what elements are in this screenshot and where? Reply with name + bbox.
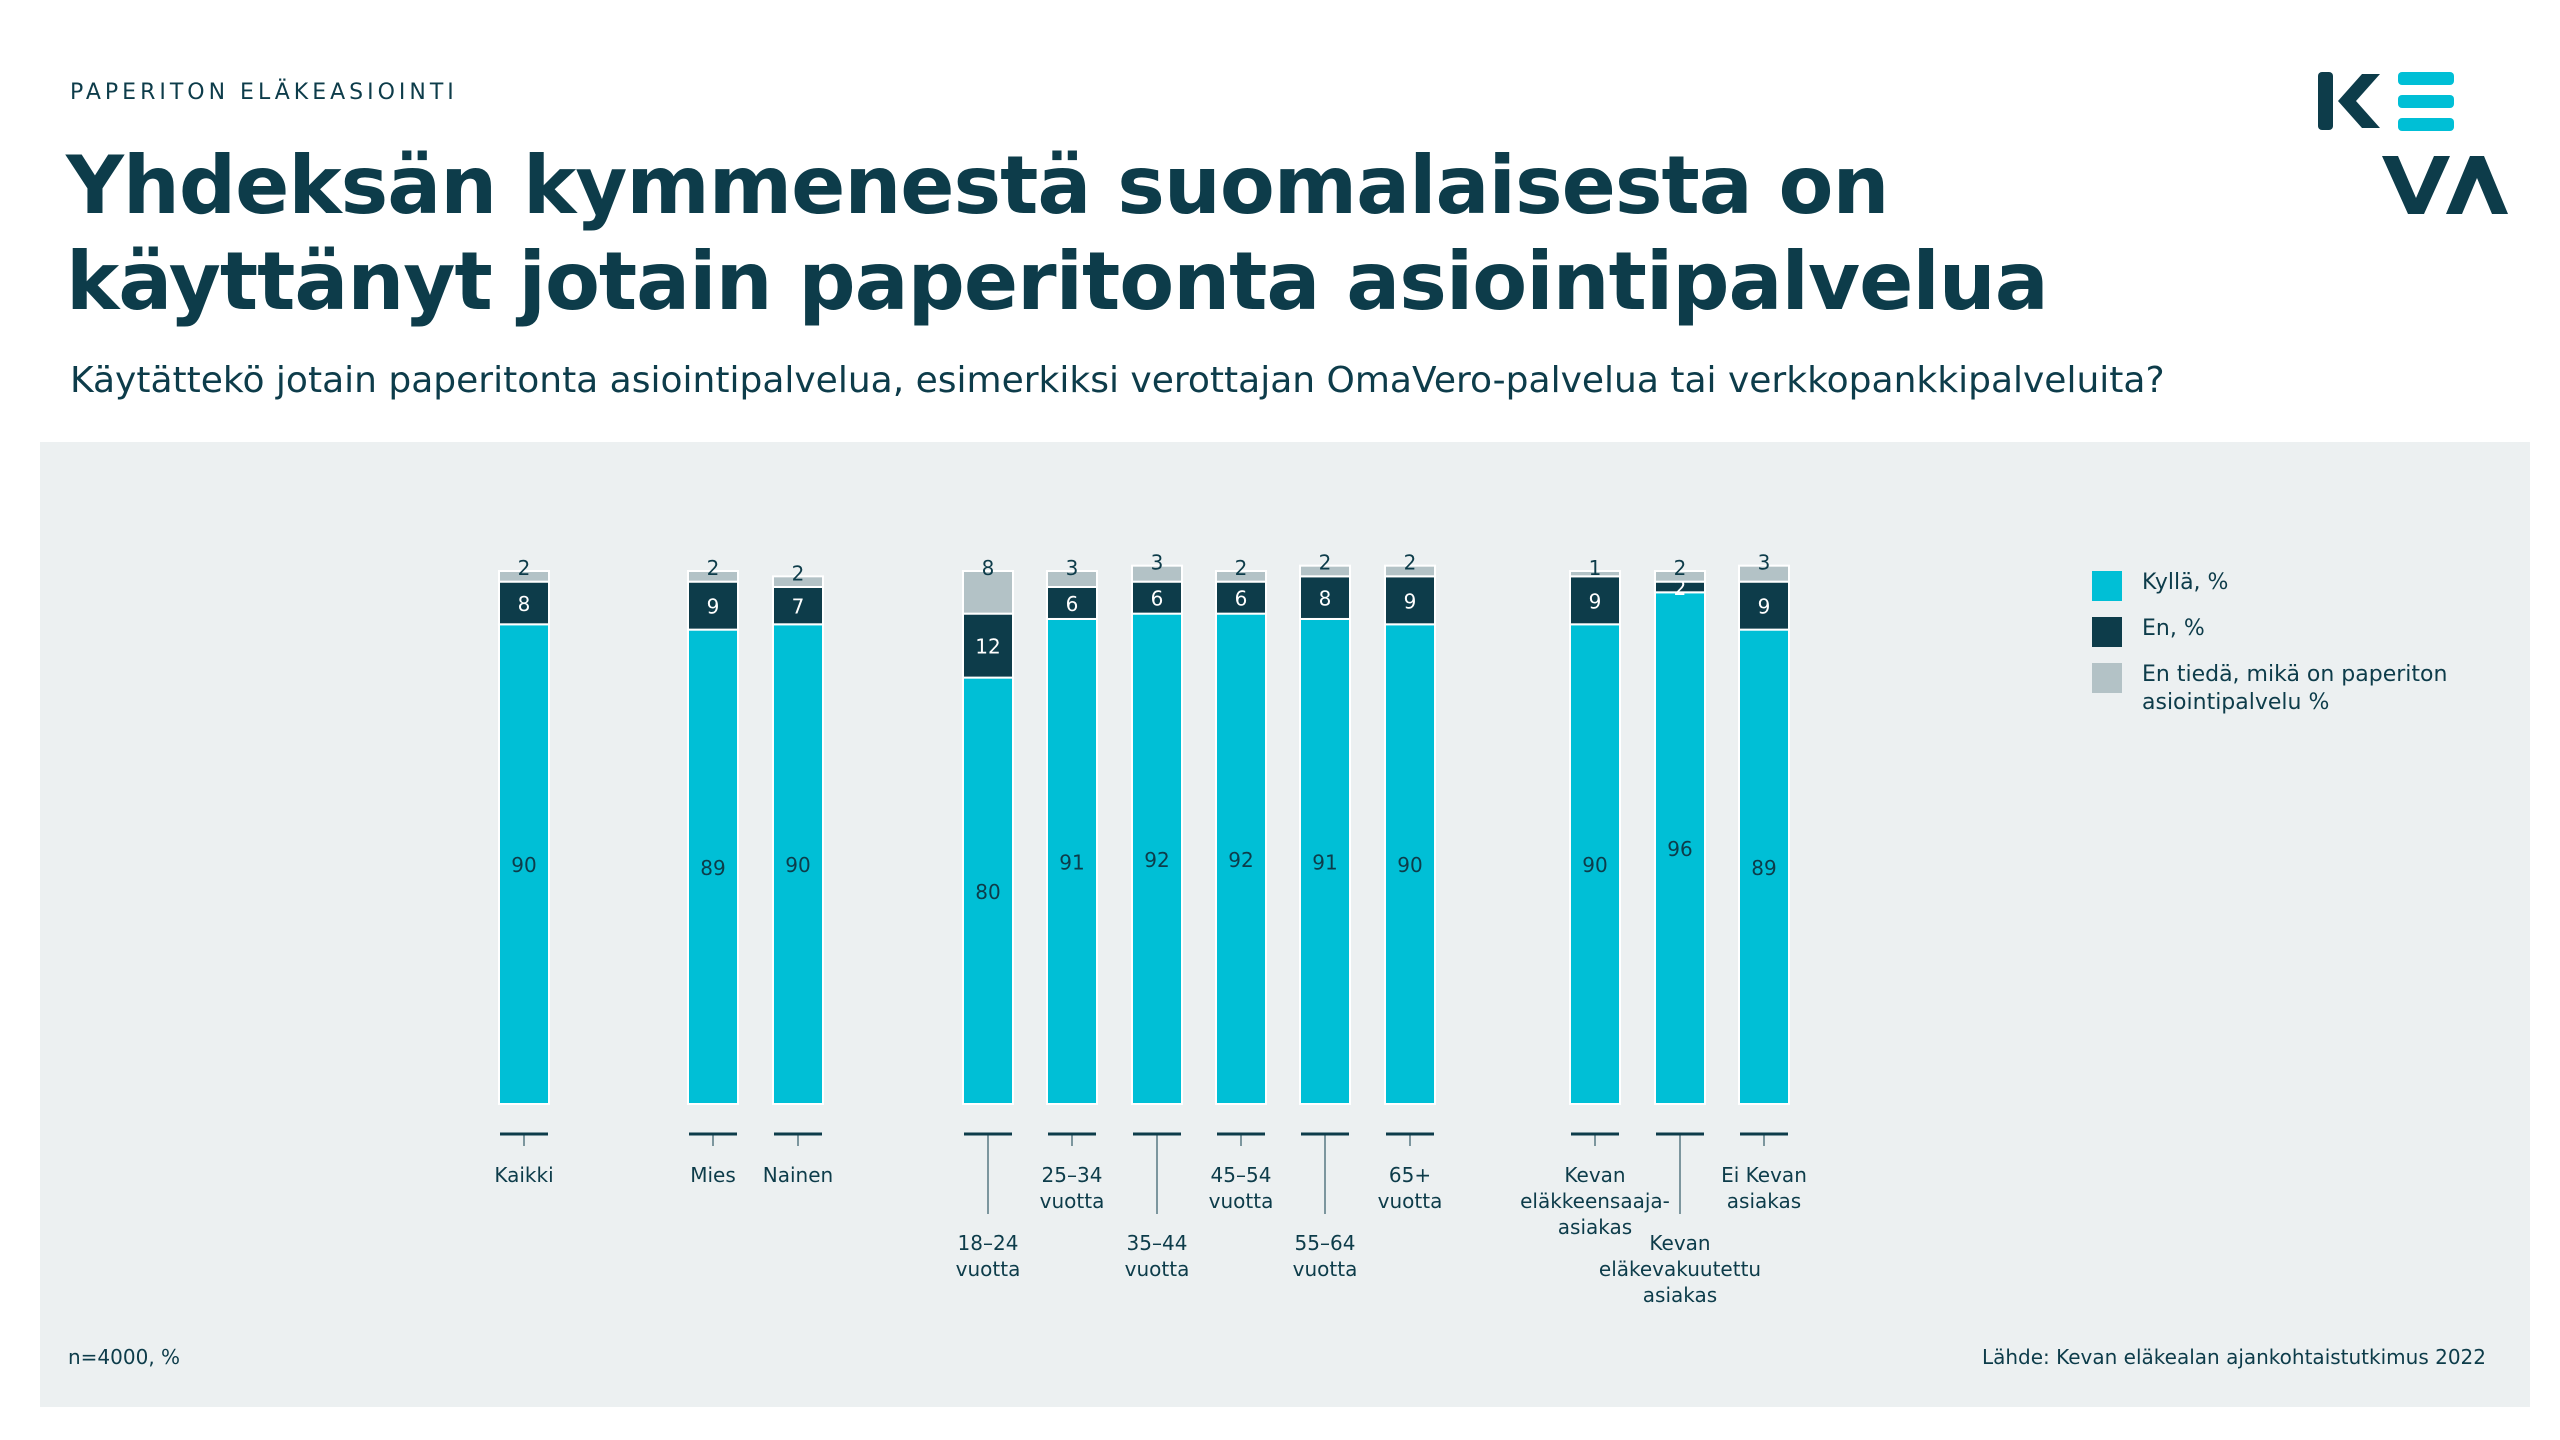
data-label: 7 <box>792 595 805 619</box>
page-title: Yhdeksän kymmenestä suomalaisesta on käy… <box>66 139 2049 328</box>
category-label: 18–24 <box>958 1231 1019 1255</box>
data-label: 2 <box>1674 556 1687 580</box>
bar-segment <box>1046 570 1098 588</box>
page-subtitle: Käytättekö jotain paperitonta asiointipa… <box>70 360 2165 401</box>
category-label: vuotta <box>956 1257 1021 1281</box>
data-label: 3 <box>1151 551 1164 575</box>
data-label: 90 <box>1582 853 1607 877</box>
data-label: 2 <box>1235 556 1248 580</box>
category-label: vuotta <box>1293 1257 1358 1281</box>
category-label: Mies <box>690 1163 736 1187</box>
bar-segment <box>1569 570 1621 578</box>
category-label: vuotta <box>1040 1189 1105 1213</box>
bar-segment <box>772 575 824 588</box>
bar-segment <box>962 676 1014 1105</box>
data-label: 90 <box>785 853 810 877</box>
data-label: 2 <box>707 556 720 580</box>
bar-segment <box>1654 570 1706 583</box>
kicker: PAPERITON ELÄKEASIOINTI <box>70 80 458 105</box>
data-label: 8 <box>982 556 995 580</box>
data-label: 2 <box>792 561 805 585</box>
legend-swatch-no <box>2092 617 2122 647</box>
bar-segment <box>687 628 739 1105</box>
data-label: 90 <box>511 853 536 877</box>
data-label: 8 <box>1319 587 1332 611</box>
category-label: vuotta <box>1209 1189 1274 1213</box>
data-label: 90 <box>1397 853 1422 877</box>
legend-label-yes: Kyllä, % <box>2142 570 2229 595</box>
legend-swatch-unknown <box>2092 663 2122 693</box>
bar-segment <box>1384 564 1436 578</box>
data-label: 9 <box>1589 589 1602 613</box>
bar-segment <box>1384 575 1436 626</box>
bar-segment <box>1131 564 1183 583</box>
bar-segment <box>1299 575 1351 620</box>
bar-segment <box>1738 564 1790 583</box>
category-label: 35–44 <box>1127 1231 1188 1255</box>
data-label: 9 <box>1404 589 1417 613</box>
keva-logo <box>2318 72 2508 214</box>
bar-segment <box>498 570 550 583</box>
legend-swatch-yes <box>2092 571 2122 601</box>
bar-segment <box>1738 628 1790 1105</box>
bar-segment <box>962 612 1014 679</box>
data-label: 89 <box>700 856 725 880</box>
category-label: asiakas <box>1643 1283 1717 1307</box>
category-label: Kevan <box>1564 1163 1625 1187</box>
data-label: 2 <box>1404 551 1417 575</box>
source-note: Lähde: Kevan eläkealan ajankohtaistutkim… <box>1981 1345 2486 1369</box>
data-label: 12 <box>975 635 1000 659</box>
bar-segment <box>687 570 739 583</box>
bar-segment <box>498 623 550 1106</box>
data-label: 3 <box>1758 551 1771 575</box>
data-label: 6 <box>1066 592 1079 616</box>
data-label: 8 <box>518 592 531 616</box>
data-label: 6 <box>1151 587 1164 611</box>
bar-segment <box>1215 570 1267 583</box>
bar-segment <box>1046 617 1098 1105</box>
bar-segment <box>1738 580 1790 631</box>
category-label: eläkevakuutettu <box>1599 1257 1761 1281</box>
category-label: 55–64 <box>1295 1231 1356 1255</box>
legend-label-no: En, % <box>2142 616 2205 641</box>
bar-segment <box>1215 580 1267 615</box>
category-label: 25–34 <box>1042 1163 1103 1187</box>
category-label: Kevan <box>1649 1231 1710 1255</box>
data-label: 89 <box>1751 856 1776 880</box>
stacked-bar-chart: 9082Kaikki8992Mies9072Nainen8012818–24vu… <box>494 551 1807 1307</box>
data-label: 2 <box>1319 551 1332 575</box>
data-label: 3 <box>1066 556 1079 580</box>
data-label: 91 <box>1059 850 1084 874</box>
data-label: 1 <box>1589 556 1602 580</box>
data-label: 9 <box>707 595 720 619</box>
data-label: 92 <box>1228 848 1253 872</box>
data-label: 6 <box>1235 587 1248 611</box>
category-label: asiakas <box>1727 1189 1801 1213</box>
data-label: 96 <box>1667 837 1692 861</box>
bar-segment <box>1046 585 1098 620</box>
sample-size-note: n=4000, % <box>68 1345 181 1369</box>
bar-segment <box>962 570 1014 615</box>
bar-segment <box>1569 575 1621 626</box>
category-label: Kaikki <box>494 1163 553 1187</box>
category-label: Nainen <box>763 1163 833 1187</box>
data-label: 80 <box>975 880 1000 904</box>
legend-label-unknown: En tiedä, mikä on paperiton asiointipalv… <box>2142 662 2448 715</box>
bar-segment <box>772 623 824 1106</box>
bar-segment <box>687 580 739 631</box>
category-label: vuotta <box>1378 1189 1443 1213</box>
category-label: eläkkeensaaja- <box>1520 1189 1670 1213</box>
data-label: 91 <box>1312 850 1337 874</box>
category-label: 65+ <box>1389 1163 1431 1187</box>
data-label: 2 <box>518 556 531 580</box>
category-label: asiakas <box>1558 1215 1632 1239</box>
category-label: 45–54 <box>1211 1163 1272 1187</box>
category-label: Ei Kevan <box>1721 1163 1807 1187</box>
bar-segment <box>772 585 824 626</box>
bar-segment <box>1299 564 1351 578</box>
data-label: 9 <box>1758 595 1771 619</box>
chart-panel: 90 8 2 Kaikki 89 9 2 Mies 90 7 2 Nainen 80 12 8 18–24 vu… <box>40 442 2530 1407</box>
data-label: 92 <box>1144 848 1169 872</box>
category-label: vuotta <box>1125 1257 1190 1281</box>
